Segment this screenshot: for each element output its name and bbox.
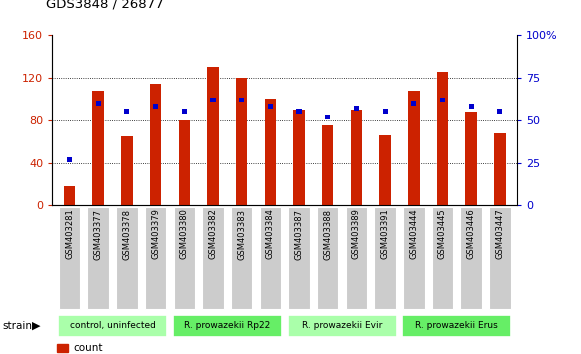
Bar	[264, 99, 276, 205]
Bar	[497, 109, 503, 114]
Text: R. prowazekii Evir: R. prowazekii Evir	[302, 321, 382, 330]
Text: GSM403388: GSM403388	[323, 209, 332, 259]
FancyBboxPatch shape	[116, 207, 138, 309]
Bar	[178, 120, 190, 205]
FancyBboxPatch shape	[288, 315, 397, 337]
Bar	[408, 91, 419, 205]
Bar	[150, 84, 162, 205]
Text: R. prowazekii Rp22: R. prowazekii Rp22	[184, 321, 270, 330]
FancyBboxPatch shape	[145, 207, 166, 309]
Text: GSM403281: GSM403281	[65, 209, 74, 259]
Text: GSM403380: GSM403380	[180, 209, 189, 259]
FancyBboxPatch shape	[460, 207, 482, 309]
FancyBboxPatch shape	[374, 207, 396, 309]
Bar	[440, 98, 445, 102]
Text: GSM403446: GSM403446	[467, 209, 476, 259]
Text: GSM403444: GSM403444	[409, 209, 418, 259]
Bar	[382, 109, 388, 114]
FancyBboxPatch shape	[432, 207, 453, 309]
Text: strain: strain	[3, 321, 33, 331]
Bar	[96, 101, 101, 106]
Bar	[207, 67, 218, 205]
Bar	[325, 115, 331, 119]
Bar	[351, 110, 362, 205]
Text: R. prowazekii Erus: R. prowazekii Erus	[415, 321, 498, 330]
Text: GSM403387: GSM403387	[295, 209, 303, 259]
FancyBboxPatch shape	[346, 207, 367, 309]
Bar	[121, 136, 132, 205]
Text: GSM403447: GSM403447	[496, 209, 504, 259]
FancyBboxPatch shape	[87, 207, 109, 309]
Text: GSM403391: GSM403391	[381, 209, 390, 259]
Text: ▶: ▶	[32, 321, 41, 331]
Bar	[210, 98, 216, 102]
Bar	[296, 109, 302, 114]
Text: GSM403383: GSM403383	[237, 209, 246, 259]
Text: GSM403445: GSM403445	[438, 209, 447, 259]
FancyBboxPatch shape	[403, 207, 425, 309]
FancyBboxPatch shape	[288, 207, 310, 309]
FancyBboxPatch shape	[402, 315, 511, 337]
Bar	[67, 157, 72, 162]
FancyBboxPatch shape	[58, 315, 167, 337]
FancyBboxPatch shape	[202, 207, 224, 309]
Bar	[239, 98, 244, 102]
Bar	[236, 78, 248, 205]
Text: GSM403382: GSM403382	[209, 209, 217, 259]
Text: GSM403379: GSM403379	[151, 209, 160, 259]
FancyBboxPatch shape	[174, 207, 195, 309]
Bar	[411, 101, 417, 106]
Bar	[124, 109, 130, 114]
Bar	[153, 104, 158, 109]
FancyBboxPatch shape	[260, 207, 281, 309]
Bar	[494, 133, 505, 205]
Bar	[293, 110, 305, 205]
Bar	[268, 104, 273, 109]
Bar	[379, 135, 391, 205]
Text: GSM403384: GSM403384	[266, 209, 275, 259]
Text: GSM403389: GSM403389	[352, 209, 361, 259]
Bar	[92, 91, 104, 205]
Bar	[322, 125, 333, 205]
Bar	[64, 186, 76, 205]
Text: GSM403377: GSM403377	[94, 209, 103, 259]
FancyBboxPatch shape	[489, 207, 511, 309]
Legend: count, percentile rank within the sample: count, percentile rank within the sample	[58, 343, 249, 354]
Text: GSM403378: GSM403378	[123, 209, 131, 259]
FancyBboxPatch shape	[173, 315, 282, 337]
FancyBboxPatch shape	[59, 207, 80, 309]
Bar	[437, 72, 448, 205]
Text: GDS3848 / 26877: GDS3848 / 26877	[46, 0, 164, 11]
Text: control, uninfected: control, uninfected	[70, 321, 156, 330]
Bar	[182, 109, 187, 114]
FancyBboxPatch shape	[317, 207, 339, 309]
Bar	[465, 112, 477, 205]
Bar	[469, 104, 474, 109]
Bar	[354, 106, 359, 111]
FancyBboxPatch shape	[231, 207, 252, 309]
